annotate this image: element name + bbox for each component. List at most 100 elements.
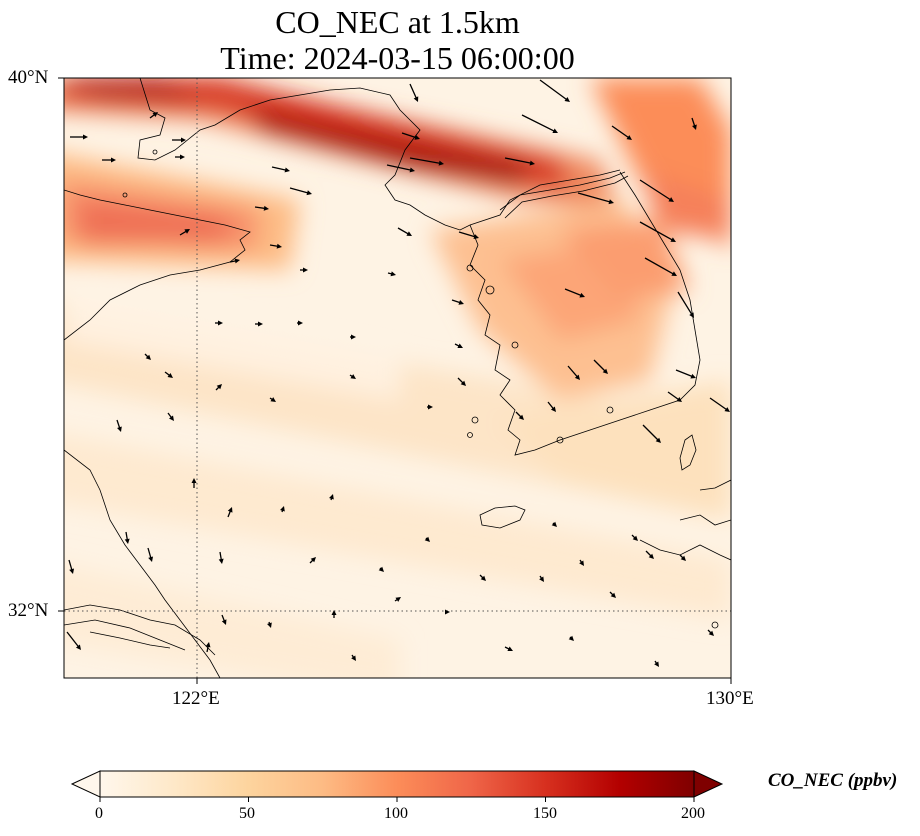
colorbar-ramp [99,770,695,798]
wind-arrow-shaft [567,365,579,379]
wind-arrow-head [205,642,211,648]
wind-arrow-head [445,609,450,615]
wind-arrow-head [263,205,269,211]
wind-arrow-head [218,320,223,326]
wind-arrow-head [117,426,122,432]
wind-arrow-head [648,553,654,559]
wind-arrow-head [303,267,308,273]
wind-arrow-head [654,661,659,667]
wind-arrow-head [480,575,486,581]
wind-arrow-head [306,190,312,196]
wind-arrow-head [216,384,222,390]
colorbar-tick-label: 50 [239,805,255,822]
wind-arrow-head [632,535,638,541]
wind-arrow-shaft [639,221,674,242]
wind-arrow-shaft [386,164,413,172]
wind-arrow-shaft [667,391,680,401]
wind-arrow-shaft [458,231,477,238]
wind-arrow-head [610,592,616,598]
wind-arrow-shaft [504,157,533,165]
colorbar-extend-low [70,770,101,798]
wind-arrow-head [111,157,116,163]
wind-arrow-head [351,334,356,340]
wind-vectors [66,79,730,667]
wind-arrow-head [438,160,444,166]
wind-arrow-head [579,560,584,566]
wind-arrow-head [258,321,263,327]
wind-arrow-shaft [401,132,418,139]
wind-arrow-head [460,380,466,386]
wind-arrow-head [180,154,185,160]
wind-arrow-head [457,343,463,348]
wind-arrow-head [83,134,88,140]
wind-arrow-head [280,506,285,512]
wind-arrow-head [270,397,276,402]
wind-arrow-head [184,229,190,234]
map-frame [63,77,732,679]
axis-tick-marks [58,77,732,684]
wind-arrow-shaft [521,114,556,133]
map-title: CO_NEC at 1.5km [275,4,520,40]
wind-arrow-shaft [539,79,568,101]
wind-arrow-shaft [271,166,288,171]
lon-tick-label-130: 130°E [706,688,754,709]
wind-arrow-head [167,373,173,378]
wind-arrow-head [690,373,696,379]
wind-arrow-head [574,374,580,380]
wind-arrow-head [626,135,632,140]
wind-arrow-shaft [677,291,693,316]
wind-arrow-head [689,312,694,318]
wind-arrow-head [608,199,614,205]
wind-arrow-shaft [564,288,583,297]
wind-arrow-head [539,576,544,582]
wind-arrow-head [152,112,158,117]
wind-arrow-shaft [289,187,310,194]
wind-arrow-head [552,128,558,133]
wind-arrow-head [284,167,290,173]
co-concentration-field [64,78,731,678]
wind-arrow-head [409,167,415,173]
wind-arrow-head [579,292,585,298]
wind-arrow-head [413,96,419,102]
wind-arrow-shaft [593,359,607,373]
wind-arrow-head [298,320,303,326]
wind-arrow-head [221,619,227,625]
wind-arrow-shaft [409,157,442,165]
wind-arrow-head [406,231,412,236]
wind-arrow-shaft [642,424,660,442]
wind-arrow-shaft [709,397,728,411]
colorbar-tick-label: 150 [533,805,557,822]
wind-arrow-head [227,507,233,513]
colorbar-tick-label: 200 [681,805,705,822]
colorbar-label: CO_NEC (ppbv) [768,770,898,791]
wind-arrow-head [145,354,151,360]
wind-arrow-head [350,374,356,379]
wind-arrow-head [267,622,272,628]
wind-arrow-head [351,655,356,661]
wind-arrow-shaft [66,631,80,649]
wind-arrow-shaft [577,192,612,203]
colorbar-tick-label: 0 [95,805,103,822]
colorbar-extend-high [693,770,724,798]
wind-arrow-head [75,644,81,650]
wind-arrow-head [602,368,608,374]
wind-arrow-head [378,566,384,572]
wind-arrow-head [671,271,677,276]
wind-arrow-shaft [409,83,418,100]
wind-arrow-head [69,568,75,574]
wind-arrow-shaft [644,257,675,276]
wind-arrow-head [310,557,316,563]
wind-arrow-head [395,597,401,602]
wind-arrow-head [473,234,479,239]
wind-arrow-head [276,243,282,249]
wind-arrow-head [458,300,464,305]
colorbar [70,770,724,802]
wind-arrow-head [181,137,186,143]
wind-arrow-head [670,237,676,242]
coastlines [64,78,731,678]
wind-arrow-head [329,494,334,500]
wind-arrow-shaft [611,125,630,139]
lon-tick-label-122: 122°E [172,688,220,709]
wind-arrow-head [218,558,224,564]
wind-arrow-head [191,478,197,483]
